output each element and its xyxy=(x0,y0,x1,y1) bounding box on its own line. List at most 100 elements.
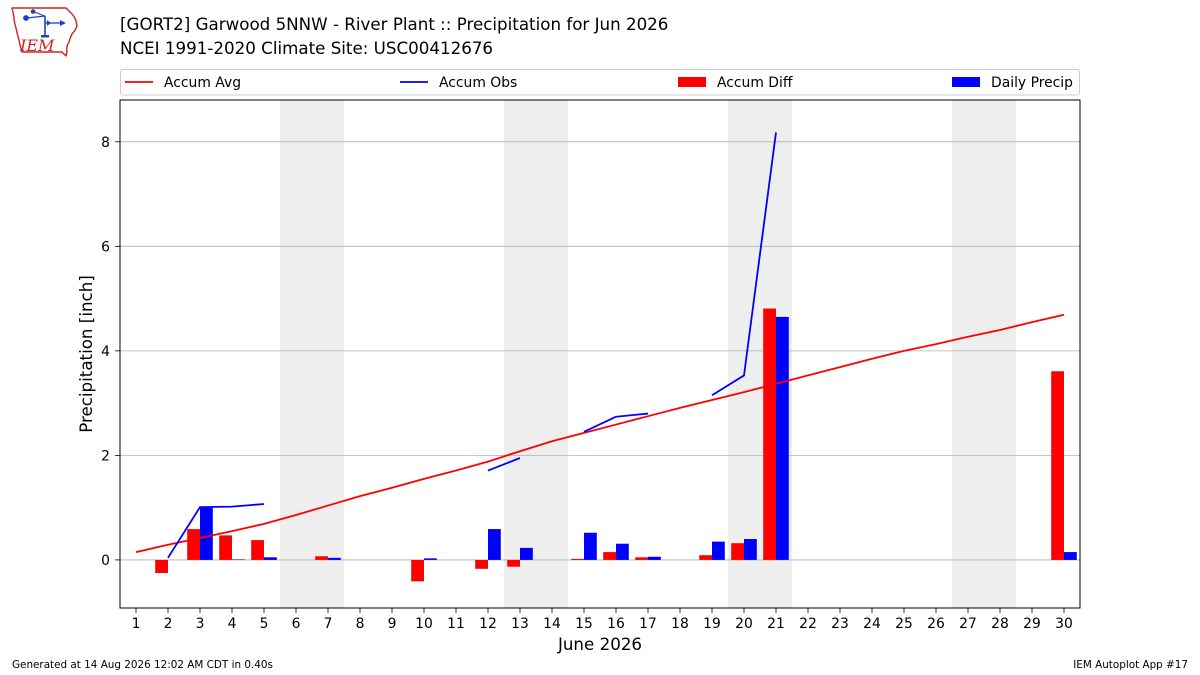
y-tick-label-0: 0 xyxy=(101,553,110,569)
bar-daily-precip-day-30 xyxy=(1064,552,1077,560)
series-lines xyxy=(135,132,1065,559)
y-axis: 0 2 4 6 8 xyxy=(101,135,120,569)
weekend-shade-day-14 xyxy=(536,100,568,608)
x-tick-label-11: 11 xyxy=(447,616,465,632)
x-tick-label-23: 23 xyxy=(831,616,849,632)
x-tick-label-4: 4 xyxy=(228,616,237,632)
x-tick-label-17: 17 xyxy=(639,616,657,632)
legend-entry-daily-precip: Daily Precip xyxy=(952,75,1073,91)
x-tick-label-22: 22 xyxy=(799,616,817,632)
bar-daily-precip-day-19 xyxy=(712,541,725,560)
plot-background xyxy=(120,100,1080,608)
plot-frame xyxy=(119,99,1081,609)
footer-app: IEM Autoplot App #17 xyxy=(1073,659,1188,671)
weekend-shade-day-28 xyxy=(984,100,1016,608)
legend-swatch-accum-diff xyxy=(678,77,706,87)
bar-accum-diff-day-30 xyxy=(1051,371,1064,560)
bar-daily-precip-day-3 xyxy=(200,507,213,560)
weekend-shade-day-13 xyxy=(504,100,536,608)
legend-label-accum-diff: Accum Diff xyxy=(717,75,793,91)
line-accum-obs-days-12-13 xyxy=(487,457,521,472)
bars xyxy=(155,308,1077,582)
weekend-shade-day-20 xyxy=(728,100,760,608)
legend-label-accum-avg: Accum Avg xyxy=(164,75,241,91)
bar-accum-diff-day-21 xyxy=(763,308,776,560)
bar-daily-precip-day-13 xyxy=(520,547,533,560)
x-tick-label-15: 15 xyxy=(575,616,593,632)
chart-subtitle: NCEI 1991-2020 Climate Site: USC00412676 xyxy=(120,38,493,58)
logo-text: IEM xyxy=(19,36,55,55)
x-tick-label-25: 25 xyxy=(895,616,913,632)
x-tick-label-18: 18 xyxy=(671,616,689,632)
bar-daily-precip-day-12 xyxy=(488,529,501,560)
line-accum-obs-days-15-17 xyxy=(583,412,649,433)
line-accum-avg-days-1-30 xyxy=(135,313,1065,553)
x-tick-label-1: 1 xyxy=(132,616,141,632)
weekend-shade-day-6 xyxy=(280,100,312,608)
x-axis-label: June 2026 xyxy=(557,634,642,654)
legend-label-accum-obs: Accum Obs xyxy=(439,75,517,91)
x-tick-label-21: 21 xyxy=(767,616,785,632)
footer-generated: Generated at 14 Aug 2026 12:02 AM CDT in… xyxy=(12,659,273,671)
x-tick-label-3: 3 xyxy=(196,616,205,632)
y-axis-label: Precipitation [inch] xyxy=(76,275,96,433)
x-tick-label-26: 26 xyxy=(927,616,945,632)
bar-daily-precip-day-10 xyxy=(424,558,437,560)
x-tick-label-14: 14 xyxy=(543,616,561,632)
x-tick-label-20: 20 xyxy=(735,616,753,632)
x-tick-label-2: 2 xyxy=(164,616,173,632)
y-tick-label-4: 4 xyxy=(101,344,110,360)
x-tick-label-8: 8 xyxy=(356,616,365,632)
legend-entry-accum-diff: Accum Diff xyxy=(678,75,793,91)
line-accum-obs-days-2-5 xyxy=(167,503,265,559)
bar-accum-diff-day-16 xyxy=(603,552,616,560)
bar-daily-precip-day-20 xyxy=(744,539,757,560)
bar-accum-diff-day-5 xyxy=(251,540,264,560)
bar-accum-diff-day-17 xyxy=(635,557,648,560)
legend: Accum Avg Accum Obs Accum Diff Daily Precip xyxy=(120,69,1080,96)
bar-accum-diff-day-13 xyxy=(507,559,520,567)
legend-label-daily-precip: Daily Precip xyxy=(991,75,1073,91)
bar-daily-precip-day-17 xyxy=(648,556,661,560)
y-tick-label-8: 8 xyxy=(101,135,110,151)
bar-accum-diff-day-15 xyxy=(571,558,584,560)
x-axis: 1 2 3 4 5 6 7 8 9 10 11 12 13 14 15 16 17 18 19 20 21 22 23 24 2… xyxy=(132,608,1073,632)
x-tick-label-28: 28 xyxy=(991,616,1009,632)
bar-daily-precip-day-4 xyxy=(232,559,245,560)
bar-accum-diff-day-10 xyxy=(411,559,424,582)
iem-logo: IEM xyxy=(11,7,78,57)
x-tick-label-29: 29 xyxy=(1023,616,1041,632)
bar-daily-precip-day-15 xyxy=(584,532,597,560)
bar-accum-diff-day-2 xyxy=(155,559,168,573)
x-tick-label-7: 7 xyxy=(324,616,333,632)
legend-entry-accum-avg: Accum Avg xyxy=(125,75,241,91)
legend-frame xyxy=(120,69,1080,96)
y-tick-label-6: 6 xyxy=(101,239,110,255)
bar-daily-precip-day-16 xyxy=(616,543,629,560)
weekend-shade-day-7 xyxy=(312,100,344,608)
y-tick-label-2: 2 xyxy=(101,448,110,464)
bar-daily-precip-day-7 xyxy=(328,557,341,560)
weekend-shade-day-27 xyxy=(952,100,984,608)
bar-accum-diff-day-3 xyxy=(187,529,200,560)
x-tick-label-6: 6 xyxy=(292,616,301,632)
weather-station-icon xyxy=(23,9,66,38)
plot-area xyxy=(119,99,1081,609)
x-tick-label-5: 5 xyxy=(260,616,269,632)
legend-entries: Accum Avg Accum Obs Accum Diff Daily Precip xyxy=(125,75,1073,91)
x-tick-label-9: 9 xyxy=(388,616,397,632)
x-tick-label-27: 27 xyxy=(959,616,977,632)
x-tick-label-19: 19 xyxy=(703,616,721,632)
bar-accum-diff-day-12 xyxy=(475,559,488,569)
x-tick-label-24: 24 xyxy=(863,616,881,632)
bar-accum-diff-day-19 xyxy=(699,555,712,560)
bar-daily-precip-day-5 xyxy=(264,557,277,560)
bar-daily-precip-day-21 xyxy=(776,316,789,560)
legend-entry-accum-obs: Accum Obs xyxy=(400,75,517,91)
chart-title: [GORT2] Garwood 5NNW - River Plant :: Pr… xyxy=(120,14,668,34)
x-tick-label-13: 13 xyxy=(511,616,529,632)
bar-accum-diff-day-4 xyxy=(219,535,232,560)
bar-accum-diff-day-7 xyxy=(315,556,328,560)
x-tick-label-10: 10 xyxy=(415,616,433,632)
